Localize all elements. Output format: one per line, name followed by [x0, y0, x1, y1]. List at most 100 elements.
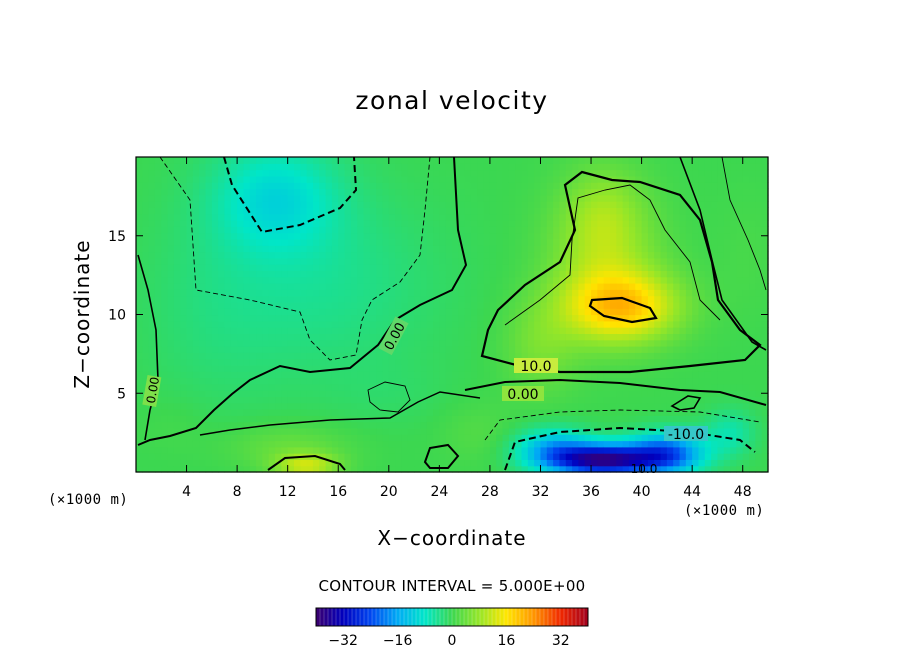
- heatmap-cell: [742, 283, 750, 290]
- heatmap-cell: [369, 390, 377, 397]
- heatmap-cell: [401, 257, 409, 265]
- heatmap-cell: [281, 333, 289, 341]
- heatmap-cell: [660, 220, 668, 227]
- heatmap-cell: [439, 402, 447, 410]
- heatmap-cell: [635, 207, 643, 215]
- heatmap-cell: [433, 358, 440, 366]
- heatmap-cell: [565, 163, 573, 171]
- heatmap-cell: [211, 440, 219, 448]
- heatmap-cell: [414, 409, 421, 416]
- heatmap-cell: [357, 314, 365, 322]
- heatmap-cell: [553, 257, 561, 265]
- heatmap-cell: [679, 295, 687, 303]
- heatmap-cell: [401, 264, 409, 271]
- heatmap-cell: [736, 201, 744, 208]
- heatmap-cell: [704, 257, 712, 265]
- heatmap-cell: [578, 308, 586, 316]
- heatmap-cell: [666, 226, 674, 234]
- heatmap-cell: [281, 377, 289, 385]
- heatmap-cell: [186, 434, 194, 442]
- heatmap-cell: [616, 220, 624, 227]
- heatmap-cell: [369, 402, 377, 410]
- heatmap-cell: [395, 276, 403, 284]
- heatmap-cell: [186, 390, 194, 397]
- heatmap-cell: [294, 188, 301, 196]
- heatmap-cell: [647, 402, 655, 410]
- heatmap-cell: [603, 163, 611, 171]
- heatmap-cell: [331, 465, 339, 473]
- heatmap-cell: [382, 194, 390, 202]
- heatmap-cell: [597, 339, 605, 347]
- heatmap-cell: [230, 446, 238, 454]
- heatmap-cell: [685, 213, 693, 221]
- heatmap-cell: [489, 157, 497, 164]
- heatmap-cell: [698, 194, 706, 202]
- heatmap-cell: [439, 358, 447, 366]
- heatmap-cell: [395, 440, 403, 448]
- heatmap-cell: [717, 402, 725, 410]
- heatmap-cell: [237, 163, 245, 171]
- heatmap-cell: [382, 358, 390, 366]
- heatmap-cell: [262, 276, 270, 284]
- heatmap-cell: [439, 371, 447, 379]
- heatmap-cell: [610, 220, 617, 227]
- heatmap-cell: [647, 188, 655, 196]
- heatmap-cell: [376, 188, 384, 196]
- heatmap-cell: [350, 339, 358, 347]
- heatmap-cell: [508, 257, 516, 265]
- heatmap-cell: [205, 314, 213, 322]
- heatmap-cell: [603, 276, 611, 284]
- heatmap-cell: [382, 364, 390, 372]
- heatmap-cell: [407, 339, 415, 347]
- heatmap-cell: [205, 320, 213, 328]
- heatmap-cell: [622, 421, 630, 429]
- heatmap-cell: [173, 188, 181, 196]
- heatmap-cell: [167, 377, 175, 385]
- heatmap-cell: [470, 327, 478, 334]
- heatmap-cell: [603, 377, 611, 385]
- heatmap-cell: [344, 320, 352, 328]
- heatmap-cell: [414, 245, 421, 253]
- heatmap-cell: [654, 251, 662, 259]
- heatmap-cell: [249, 415, 257, 423]
- heatmap-cell: [496, 383, 504, 391]
- heatmap-cell: [388, 301, 396, 309]
- heatmap-cell: [464, 289, 472, 297]
- heatmap-cell: [192, 238, 200, 246]
- heatmap-cell: [344, 421, 352, 429]
- heatmap-cell: [230, 194, 238, 202]
- heatmap-cell: [420, 358, 428, 366]
- heatmap-cell: [717, 245, 725, 253]
- heatmap-cell: [610, 421, 617, 429]
- heatmap-cell: [167, 434, 175, 442]
- heatmap-cell: [224, 402, 232, 410]
- heatmap-cell: [527, 352, 535, 360]
- heatmap-cell: [666, 283, 674, 290]
- heatmap-cell: [572, 320, 579, 328]
- heatmap-cell: [230, 339, 238, 347]
- heatmap-cell: [363, 465, 371, 473]
- heatmap-cell: [704, 283, 712, 290]
- heatmap-cell: [186, 207, 194, 215]
- heatmap-cell: [344, 314, 352, 322]
- heatmap-cell: [578, 446, 586, 454]
- heatmap-cell: [534, 308, 542, 316]
- heatmap-cell: [161, 327, 169, 334]
- heatmap-cell: [515, 169, 523, 177]
- heatmap-cell: [749, 163, 756, 171]
- heatmap-cell: [597, 270, 605, 278]
- heatmap-cell: [660, 226, 668, 234]
- heatmap-cell: [628, 157, 636, 164]
- heatmap-cell: [641, 163, 649, 171]
- heatmap-cell: [622, 188, 630, 196]
- heatmap-cell: [584, 283, 592, 290]
- heatmap-cell: [401, 446, 409, 454]
- heatmap-cell: [281, 421, 289, 429]
- heatmap-cell: [376, 333, 384, 341]
- heatmap-cell: [679, 339, 687, 347]
- heatmap-cell: [376, 396, 384, 404]
- heatmap-cell: [452, 434, 459, 442]
- heatmap-cell: [591, 352, 598, 360]
- heatmap-cell: [527, 346, 535, 353]
- heatmap-cell: [730, 182, 737, 190]
